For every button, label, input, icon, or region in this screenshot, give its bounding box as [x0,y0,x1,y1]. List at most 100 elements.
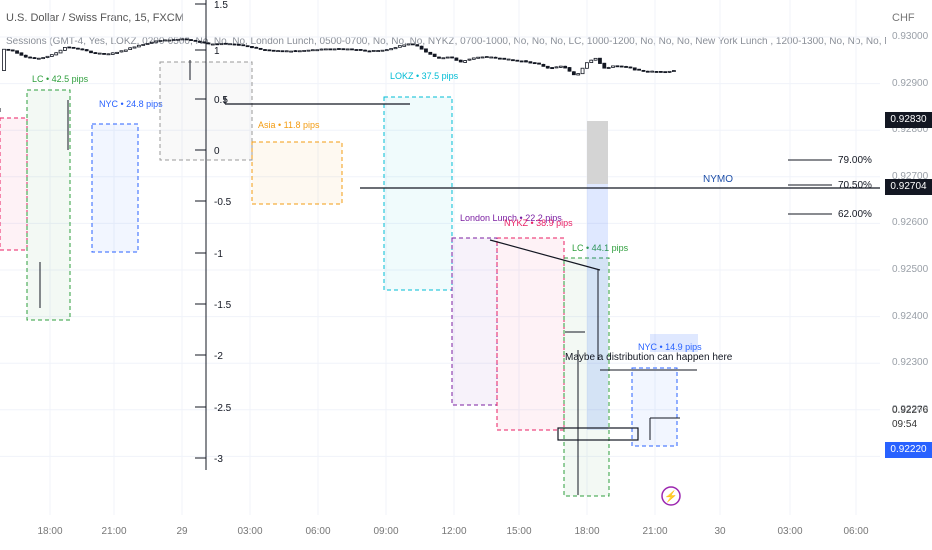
candle-body [71,46,76,49]
nymo-price-marker: 0.92704 [885,179,932,195]
annotation-highlight [650,334,698,352]
candle-body [463,60,468,63]
candle-body [215,43,220,46]
candle-body [10,49,15,52]
low-price-marker: 0.92220 [885,442,932,458]
candle-body [254,46,259,49]
session-label: London Lunch • 22.2 pips [460,213,562,223]
candle-body [236,43,241,46]
candle-body [28,56,33,59]
candle-body [406,43,411,46]
std-dev-label: 0 [214,146,220,157]
candle-body [558,65,563,68]
candle-body [180,38,185,41]
candle-body [585,62,589,69]
candle-body [528,61,533,64]
candle-body [128,47,133,50]
candle-body [323,48,328,51]
candle-body [149,41,154,44]
session-label: LC • 44.1 pips [572,243,629,253]
candle-body [271,49,276,52]
fib-label: 70.50% [838,180,872,191]
candle-body [393,47,398,50]
candle-body [471,57,476,60]
candle-body [497,57,502,60]
candle-body [345,48,350,51]
candle-body [437,56,441,59]
candle-body [415,44,420,47]
candle-body [424,48,428,53]
candle-body [263,49,267,51]
price-tick-label: 0.92800 [892,124,929,136]
candle-body [289,50,294,53]
candle-body [645,70,650,73]
candle-body [341,48,346,51]
candle-body [519,60,524,63]
candle-body [176,38,180,41]
candle-body [454,57,459,61]
candle-body [158,40,163,42]
session-label: NYC • 14.9 pips [638,342,702,352]
time-tick-label: 12:00 [441,526,467,537]
candle-body [337,48,341,50]
nymo-label: NYMO [703,174,733,185]
candle-body [619,65,624,68]
std-dev-label: -3 [214,454,223,465]
fib-label: 62.00% [838,209,872,220]
candle-body [36,57,41,60]
candle-body [102,53,106,55]
candle-body [641,69,646,72]
candle-body [598,57,602,64]
fib-label: 79.00% [838,155,872,166]
candle-body [554,66,559,69]
candle-body [202,41,207,44]
price-tick-label: 0.92200 [892,403,929,415]
candle-body [49,54,54,57]
candle-body [432,53,437,57]
candle-body [367,50,372,53]
candle-body [354,49,359,51]
candle-body [606,67,611,69]
candle-body [280,50,285,53]
candle-body [576,73,581,76]
candle-body [571,71,576,76]
candle-body [89,50,93,54]
session-box [26,89,71,321]
time-tick-label: 30 [714,526,726,537]
annotation-text: Maybe a distribution can happen here [565,352,733,363]
candle-body [145,43,150,45]
candle-body [293,50,298,53]
session-box [91,123,139,253]
candle-body [132,46,137,49]
candle-body [371,50,376,52]
price-tick-label: 0.92600 [892,217,929,229]
candle-body [632,67,637,71]
candle-body [502,57,507,60]
candle-body [328,48,333,51]
price-tick-label: 0.93000 [892,31,929,42]
candle-body [580,67,585,75]
candle-body [480,56,485,59]
candle-body [306,49,311,52]
candle-body [611,65,615,68]
candle-body [171,39,176,42]
price-tick-label: 0.92300 [892,357,929,369]
sessions-indicator-legend[interactable]: Sessions (GMT-4, Yes, LOKZ, 0200-0500, N… [6,36,886,47]
candle-body [332,48,337,51]
candle-body [350,48,354,51]
candle-body [537,62,541,65]
candle-body [589,59,594,63]
candle-body [532,62,537,65]
candle-body [32,57,37,59]
session-box [251,141,343,205]
candle-body [506,58,511,61]
time-tick-label: 18:00 [574,526,600,537]
candle-body [6,48,11,51]
current-price: 0.92276 [892,405,929,416]
candle-body [241,44,246,47]
low-range-box [557,427,639,441]
candle-body [419,45,424,50]
candle-body [658,71,663,73]
time-tick-label: 09:00 [373,526,399,537]
